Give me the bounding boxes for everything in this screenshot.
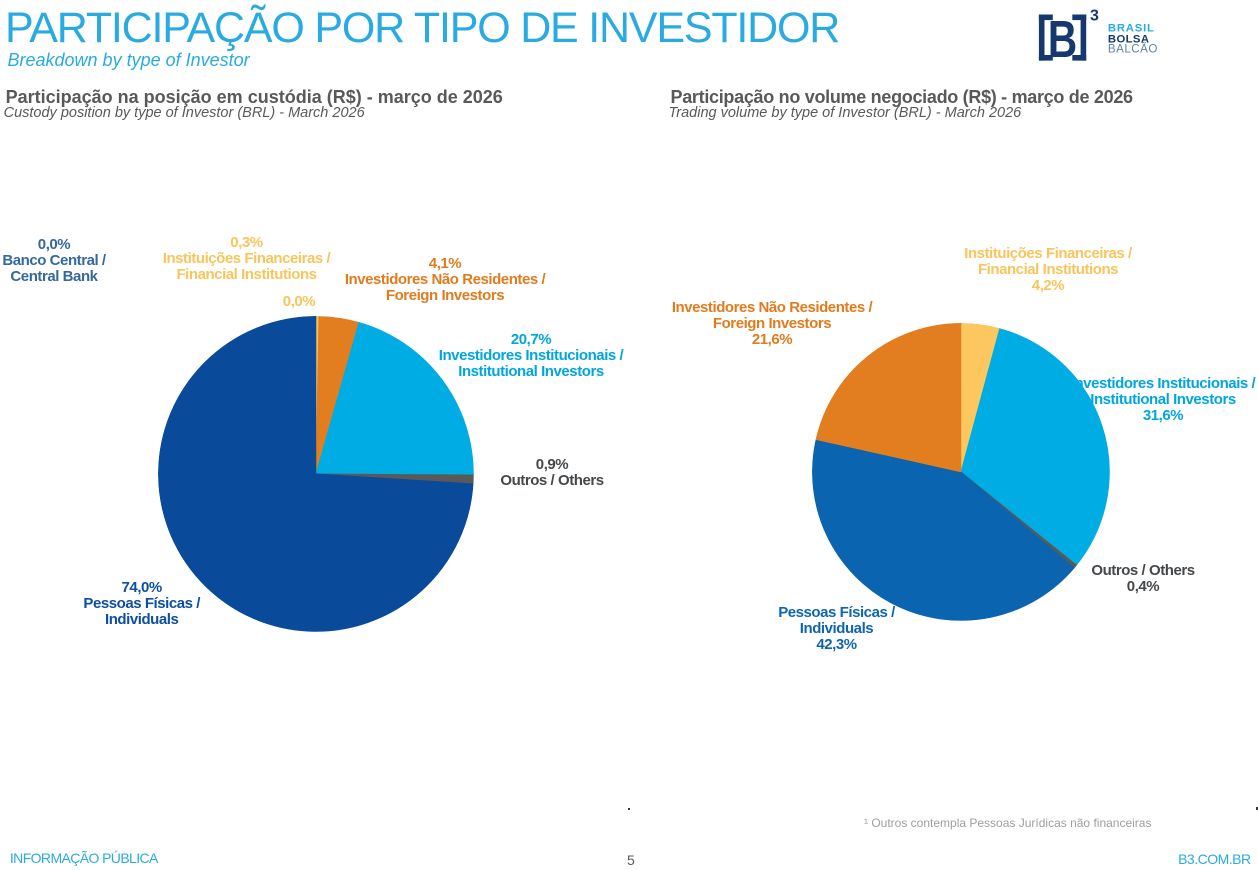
svg-text:BOLSA: BOLSA	[1108, 33, 1150, 45]
svg-text:BALCÃO: BALCÃO	[1108, 42, 1158, 55]
svg-text:BRASIL: BRASIL	[1108, 23, 1155, 35]
svg-text:B: B	[1048, 10, 1077, 66]
svg-text:3: 3	[1090, 8, 1099, 25]
